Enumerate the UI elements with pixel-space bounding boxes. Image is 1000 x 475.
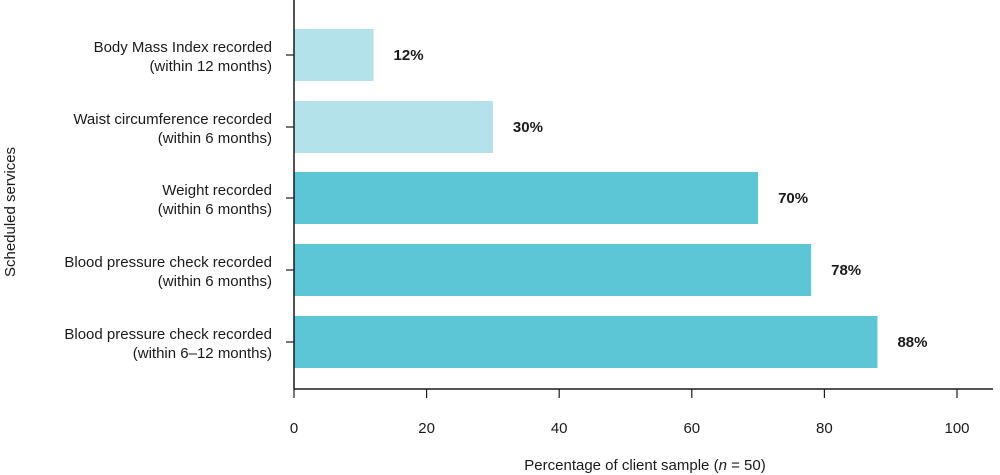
y-axis-title: Scheduled services <box>2 147 19 277</box>
x-axis-title-part: n <box>719 457 727 474</box>
x-tick-label-20: 20 <box>418 420 435 437</box>
data-label-4: 78% <box>831 262 861 279</box>
category-label-line: Weight recorded <box>162 182 272 199</box>
category-label-5: Blood pressure check recorded (within 6–1… <box>64 326 272 362</box>
axes-layer <box>286 0 993 398</box>
category-label-line: Blood pressure check recorded <box>64 326 272 343</box>
category-label-line: Blood pressure check recorded <box>64 254 272 271</box>
data-label-5: 88% <box>897 334 927 351</box>
bar-1 <box>294 29 374 81</box>
data-label-2: 30% <box>513 119 543 136</box>
category-label-line: (within 6–12 months) <box>133 345 272 362</box>
category-label-2: Waist circumference recorded (within 6 mo… <box>73 111 272 147</box>
category-label-3: Weight recorded (within 6 months) <box>158 182 272 218</box>
bar-3 <box>294 172 759 224</box>
x-axis-title: Percentage of client sample (n = 50) <box>524 457 765 474</box>
category-label-line: (within 6 months) <box>158 201 272 218</box>
x-tick-label-0: 0 <box>290 420 298 437</box>
category-label-line: (within 6 months) <box>158 273 272 290</box>
category-label-line: Body Mass Index recorded <box>94 39 272 56</box>
bar-4 <box>294 244 812 296</box>
bar-2 <box>294 101 493 153</box>
bars-layer <box>294 29 878 368</box>
x-axis-title-part: = 50) <box>727 457 766 474</box>
x-tick-label-40: 40 <box>551 420 568 437</box>
category-label-line: Waist circumference recorded <box>73 111 272 128</box>
category-label-line: (within 6 months) <box>158 130 272 147</box>
category-label-1: Body Mass Index recorded (within 12 month… <box>94 39 272 75</box>
data-label-3: 70% <box>778 190 808 207</box>
x-tick-label-60: 60 <box>683 420 700 437</box>
category-label-4: Blood pressure check recorded (within 6 m… <box>64 254 272 290</box>
bar-5 <box>294 316 878 368</box>
x-axis-title-part: Percentage of client sample ( <box>524 457 718 474</box>
labels-layer: 12% Body Mass Index recorded (within 12 mo… <box>2 39 970 474</box>
x-tick-label-80: 80 <box>816 420 833 437</box>
category-label-line: (within 12 months) <box>149 58 272 75</box>
data-label-1: 12% <box>394 47 424 64</box>
x-tick-label-100: 100 <box>944 420 969 437</box>
